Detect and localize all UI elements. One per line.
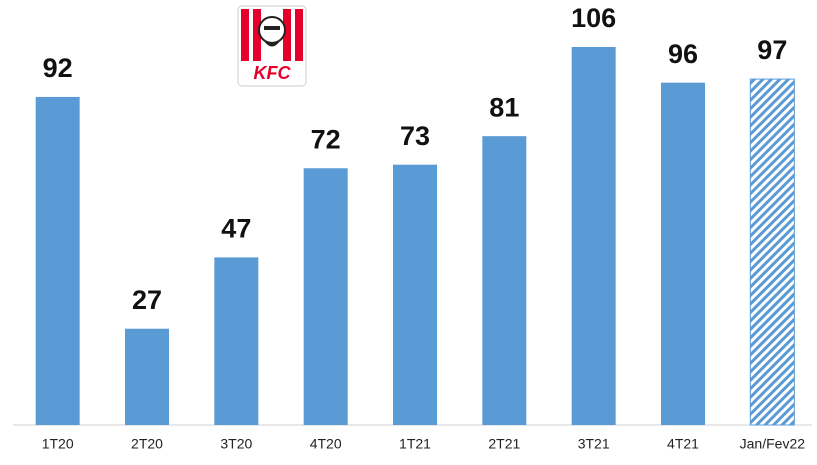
bar bbox=[749, 78, 795, 426]
value-label: 81 bbox=[489, 92, 519, 122]
bar bbox=[125, 328, 169, 425]
x-tick-label: 3T21 bbox=[578, 436, 610, 452]
x-tick-label: 1T20 bbox=[42, 436, 74, 452]
x-tick-label: 4T21 bbox=[667, 436, 699, 452]
value-label: 72 bbox=[311, 124, 341, 154]
x-tick-label: 2T20 bbox=[131, 436, 163, 452]
bar bbox=[303, 168, 348, 425]
x-tick-label: 2T21 bbox=[488, 436, 520, 452]
bar bbox=[661, 82, 705, 426]
x-tick-label: Jan/Fev22 bbox=[740, 436, 806, 452]
logo: KFC bbox=[237, 5, 307, 87]
bar bbox=[35, 96, 80, 425]
x-tick-label: 4T20 bbox=[310, 436, 342, 452]
value-label: 96 bbox=[668, 39, 698, 69]
logo-text: KFC bbox=[254, 63, 292, 83]
value-label: 92 bbox=[43, 53, 73, 83]
value-label: 106 bbox=[571, 3, 616, 33]
value-label: 97 bbox=[757, 35, 787, 65]
value-label: 73 bbox=[400, 121, 430, 151]
value-label: 27 bbox=[132, 285, 162, 315]
bar bbox=[482, 136, 527, 425]
x-tick-label: 3T20 bbox=[220, 436, 252, 452]
bar bbox=[571, 47, 616, 425]
bar bbox=[214, 257, 259, 425]
bar bbox=[393, 164, 437, 425]
value-label: 47 bbox=[221, 214, 251, 244]
x-tick-label: 1T21 bbox=[399, 436, 431, 452]
